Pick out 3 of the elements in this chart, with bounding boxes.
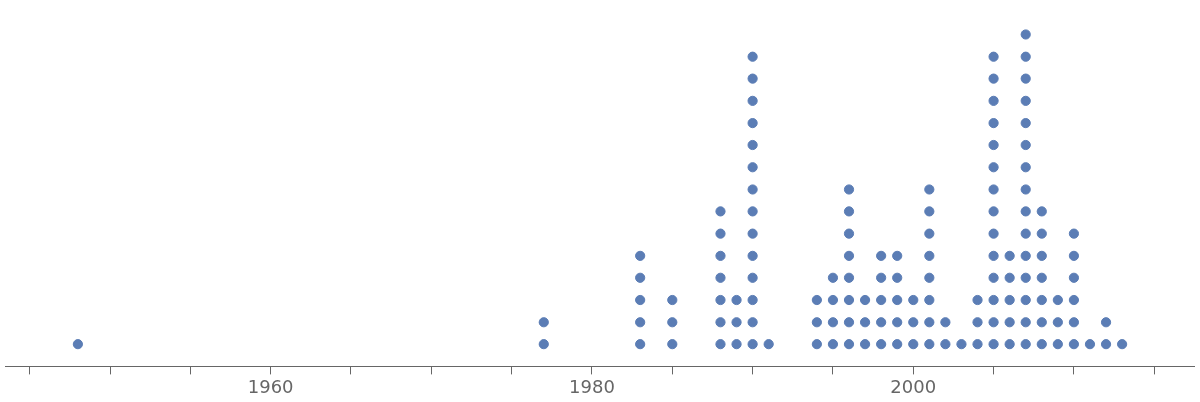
x-tick-label: 1980 bbox=[569, 375, 615, 397]
x-tick-label: 1960 bbox=[247, 375, 294, 397]
x-tick-label: 2000 bbox=[890, 375, 937, 397]
